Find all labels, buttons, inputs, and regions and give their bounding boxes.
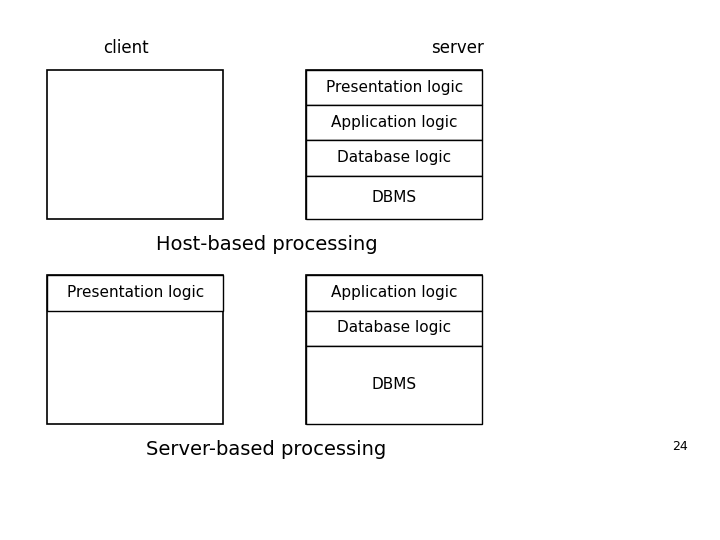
Bar <box>306 346 482 424</box>
Text: client: client <box>103 39 149 57</box>
Bar <box>306 105 482 140</box>
Text: Database logic: Database logic <box>338 151 451 165</box>
Text: DBMS: DBMS <box>372 190 417 205</box>
Text: Application logic: Application logic <box>331 285 458 300</box>
Bar <box>306 310 482 346</box>
Bar <box>306 275 482 424</box>
Bar <box>47 275 223 424</box>
Text: Presentation logic: Presentation logic <box>67 285 204 300</box>
Bar <box>306 176 482 219</box>
Bar <box>47 70 223 219</box>
Text: Server-based processing: Server-based processing <box>146 440 387 459</box>
Text: Application logic: Application logic <box>331 116 458 130</box>
Bar <box>306 70 482 105</box>
Text: Presentation logic: Presentation logic <box>326 80 463 95</box>
Text: 24: 24 <box>672 440 688 453</box>
Text: Database logic: Database logic <box>338 320 451 335</box>
Text: DBMS: DBMS <box>372 377 417 392</box>
Bar <box>306 70 482 219</box>
Text: server: server <box>431 39 484 57</box>
Bar <box>306 140 482 176</box>
Bar <box>306 275 482 310</box>
Text: Host-based processing: Host-based processing <box>156 235 377 254</box>
Bar <box>47 275 223 310</box>
